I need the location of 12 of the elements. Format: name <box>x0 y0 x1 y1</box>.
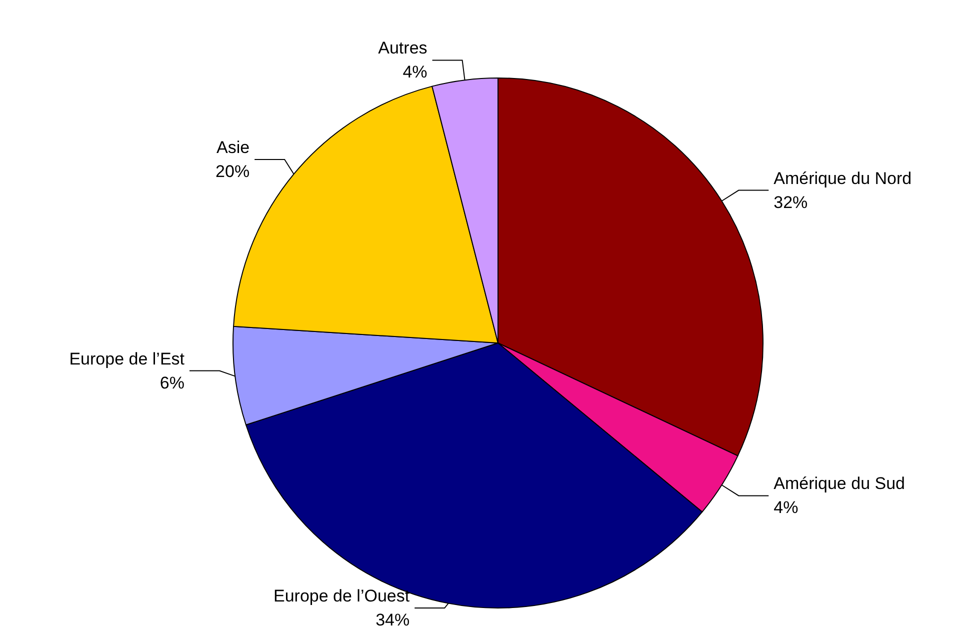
data-label: 6% <box>160 373 185 392</box>
slice-label: Europe de l’Ouest <box>274 586 410 606</box>
data-label: 20% <box>216 162 250 181</box>
slice-label: Asie <box>216 138 250 157</box>
data-label: 32% <box>774 192 808 212</box>
slice-label: Amérique du Sud <box>774 474 906 494</box>
data-label: 4% <box>774 498 798 518</box>
data-label: 34% <box>376 610 410 630</box>
slice-label: Amérique du Nord <box>774 168 912 188</box>
slice-label: Autres <box>378 38 428 58</box>
data-label: 4% <box>402 62 428 82</box>
slice-label: Europe de l’Est <box>69 349 185 368</box>
